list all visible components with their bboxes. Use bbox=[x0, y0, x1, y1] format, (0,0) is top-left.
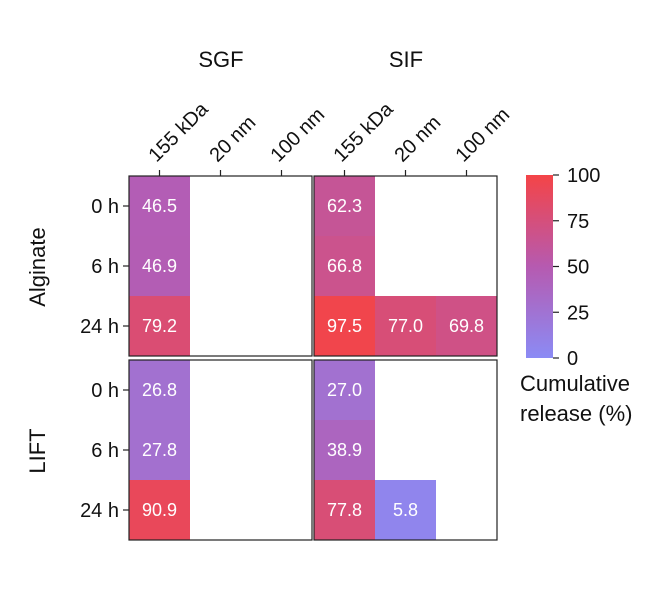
heatmap-cell bbox=[314, 480, 375, 540]
row-tick-label: 0 h bbox=[91, 196, 119, 218]
cell-value-label: 77.0 bbox=[388, 316, 423, 336]
colorbar-gradient bbox=[526, 175, 553, 358]
heatmap-cell bbox=[314, 360, 375, 420]
cell-value-label: 79.2 bbox=[142, 316, 177, 336]
row-tick-label: 6 h bbox=[91, 440, 119, 462]
heatmap-cell bbox=[129, 360, 190, 420]
heatmap-cell bbox=[436, 296, 497, 356]
cell-value-label: 62.3 bbox=[327, 196, 362, 216]
column-tick-label: 100 nm bbox=[451, 104, 514, 167]
colorbar-tick-label: 75 bbox=[567, 211, 589, 233]
column-tick-label: 20 nm bbox=[390, 112, 445, 167]
panel-lift-sif: 27.0 38.9 77.8 5.8 bbox=[313, 359, 498, 541]
panel-alginate-sif: 62.3 66.8 97.5 77.0 69.8 bbox=[313, 175, 498, 357]
colorbar: 0 25 50 75 100 Cumulative release (%) bbox=[520, 165, 632, 426]
cell-value-label: 69.8 bbox=[449, 316, 484, 336]
colorbar-tick-label: 25 bbox=[567, 302, 589, 324]
cell-value-label: 5.8 bbox=[393, 500, 418, 520]
panel-border bbox=[313, 359, 498, 541]
colorbar-label-line1: Cumulative bbox=[520, 371, 630, 396]
row-tick-label: 24 h bbox=[80, 316, 119, 338]
cell-value-label: 66.8 bbox=[327, 256, 362, 276]
cell-value-label: 90.9 bbox=[142, 500, 177, 520]
heatmap-cell bbox=[129, 420, 190, 480]
column-group-sif: SIF bbox=[389, 47, 423, 72]
row-tick-labels: 0 h 6 h 24 h 0 h 6 h 24 h bbox=[80, 196, 129, 522]
cell-value-label: 77.8 bbox=[327, 500, 362, 520]
colorbar-tick-label: 0 bbox=[567, 348, 578, 370]
heatmap-cell bbox=[129, 176, 190, 236]
row-group-alginate: Alginate bbox=[25, 227, 50, 307]
cell-value-label: 97.5 bbox=[327, 316, 362, 336]
cell-value-label: 26.8 bbox=[142, 380, 177, 400]
heatmap-panels: 46.5 46.9 79.2 62.3 66.8 97.5 77.0 69.8 26.8 27.8… bbox=[128, 175, 498, 541]
colorbar-label-line2: release (%) bbox=[520, 401, 632, 426]
heatmap-cell bbox=[314, 176, 375, 236]
heatmap-cell bbox=[129, 296, 190, 356]
heatmap-cell bbox=[375, 480, 436, 540]
row-tick-label: 0 h bbox=[91, 380, 119, 402]
row-tick-label: 24 h bbox=[80, 500, 119, 522]
column-tick-label: 100 nm bbox=[266, 104, 329, 167]
column-group-sgf: SGF bbox=[198, 47, 243, 72]
panel-lift-sgf: 26.8 27.8 90.9 bbox=[128, 359, 313, 541]
colorbar-tick-label: 50 bbox=[567, 257, 589, 279]
cell-value-label: 46.5 bbox=[142, 196, 177, 216]
heatmap-cell bbox=[129, 236, 190, 296]
heatmap-cell bbox=[314, 236, 375, 296]
cell-value-label: 46.9 bbox=[142, 256, 177, 276]
cell-value-label: 38.9 bbox=[327, 440, 362, 460]
column-tick-label: 155 kDa bbox=[329, 98, 398, 167]
cell-value-label: 27.8 bbox=[142, 440, 177, 460]
row-group-lift: LIFT bbox=[25, 428, 50, 473]
column-tick-label: 20 nm bbox=[205, 112, 260, 167]
cell-value-label: 27.0 bbox=[327, 380, 362, 400]
panel-alginate-sgf: 46.5 46.9 79.2 bbox=[128, 175, 313, 357]
colorbar-tick-label: 100 bbox=[567, 165, 600, 187]
column-tick-label: 155 kDa bbox=[144, 98, 213, 167]
heatmap-cell bbox=[375, 296, 436, 356]
heatmap-cell bbox=[314, 420, 375, 480]
heatmap-cell bbox=[129, 480, 190, 540]
colorbar-ticks: 0 25 50 75 100 bbox=[553, 165, 600, 370]
row-tick-label: 6 h bbox=[91, 256, 119, 278]
heatmap-cell bbox=[314, 296, 375, 356]
